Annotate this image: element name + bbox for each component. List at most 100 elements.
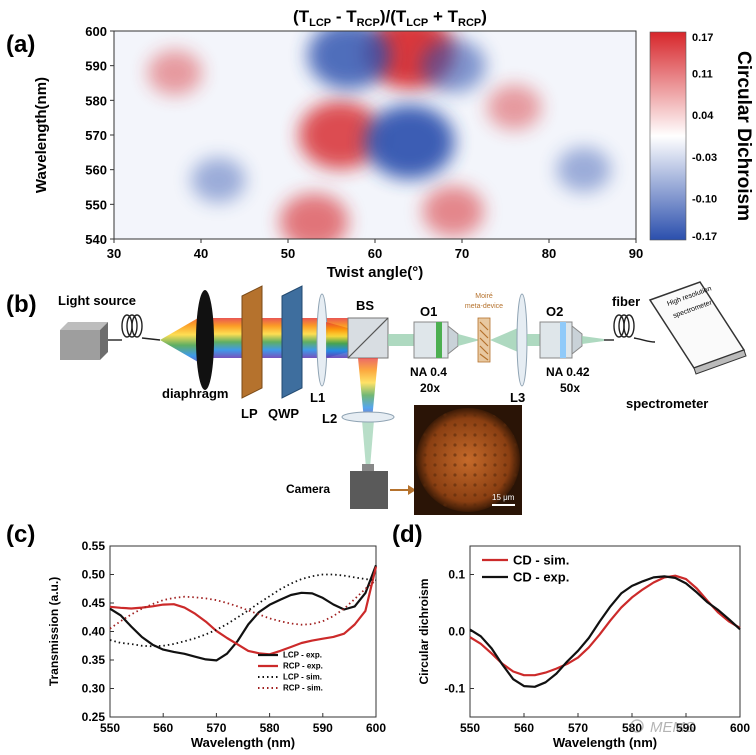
watermark: MEMS [630,719,695,736]
ytick-label: 0.1 [448,568,465,582]
xtick-label: 560 [514,721,534,735]
lens-l2-icon [341,411,395,423]
transmission-chart: 550 560 570 580 590 600 0.25 0.30 0.35 0.40 0.45 0.… [47,539,386,750]
heatmap-ytick-label: 550 [85,197,107,212]
heatmap-xlabel: Twist angle(°) [327,264,424,281]
xtick-label: 560 [153,721,173,735]
fiber-coil-left-icon [108,314,161,341]
heatmap-blob-8 [420,38,486,93]
heatmap-xtick-label: 70 [455,246,469,261]
colorbar-tick-label: 0.11 [692,69,713,81]
heatmap-xtick-label: 30 [107,246,121,261]
ytick-label: 0.0 [448,625,465,639]
fiber-label: fiber [612,294,640,309]
sample-label-b: meta-device [465,303,503,310]
xtick-label: 550 [100,721,120,735]
colorbar-gradient [649,31,687,241]
fiber-coil-right-icon [604,314,656,343]
l3-label: L3 [510,390,525,405]
sample-label-a: Moiré [475,293,493,300]
heatmap-ytick-label: 590 [85,59,107,74]
heatmap-blob-7 [307,31,391,90]
qwp-label: QWP [268,406,299,421]
heatmap-blob-2 [279,193,349,239]
ytick-label: 0.25 [82,710,106,724]
camera-image: 15 μm [414,405,522,515]
heatmap-blob-3 [422,185,485,237]
ylabel: Transmission (a.u.) [47,577,61,686]
panel-c-letter: (c) [6,521,35,548]
panel-b-letter: (b) [6,291,37,318]
lens-l3-icon [516,293,528,387]
ytick-label: 0.50 [82,568,106,582]
ytick-label: 0.35 [82,653,106,667]
xlabel: Wavelength (nm) [553,735,657,750]
xlabel: Wavelength (nm) [191,735,295,750]
heatmap-ytick-label: 540 [85,232,107,247]
heatmap-ytick-label: 600 [85,24,107,39]
colorbar-tick-label: 0.17 [692,32,713,44]
diaphragm-label: diaphragm [162,386,228,401]
ytick-label: 0.40 [82,625,106,639]
legend-label-0: LCP - exp. [283,651,322,660]
camera-label: Camera [286,482,330,496]
ytick-label: 0.30 [82,682,106,696]
spectrometer-icon: High resolution spectrometer [648,281,747,375]
l2-label: L2 [322,411,337,426]
heatmap-blob-6 [365,104,455,179]
xtick-label: 550 [460,721,480,735]
quarter-wave-plate-icon [281,285,303,399]
camera-icon [350,464,388,509]
heatmap-blob-4 [487,84,542,130]
legend-label-1: CD - exp. [513,569,569,584]
colorbar-tick-label: -0.10 [692,193,717,205]
heatmap-blob-10 [556,147,611,193]
heatmap-xtick-label: 60 [368,246,382,261]
o1-mag-label: 20x [420,381,440,395]
objective-o1-icon [413,321,459,359]
o1-label: O1 [420,304,437,319]
panel-a-letter: (a) [6,31,35,58]
series-line-0 [469,574,741,677]
series-line-2 [109,573,377,648]
heatmap-xtick-label: 80 [542,246,556,261]
heatmap: 30 40 50 60 70 80 90 540 550 560 570 580 590 600 Twist… [33,24,643,281]
xtick-label: 590 [676,721,696,735]
spectrometer-label: spectrometer [626,396,708,411]
ylabel: Circular dichroism [417,578,431,684]
optical-setup: Light source diaphragm LP QWP L1 [58,281,747,515]
xtick-label: 600 [366,721,386,735]
heatmap-xtick-label: 40 [194,246,208,261]
camera-beam [358,358,378,420]
o2-label: O2 [546,304,563,319]
o2-mag-label: 50x [560,381,580,395]
o2-na-label: NA 0.42 [546,365,590,379]
beam-splitter-icon [347,317,389,359]
colorbar: 0.17 0.11 0.04 -0.03 -0.10 -0.17 Circular Dic… [649,31,754,243]
lp-label: LP [241,406,258,421]
expanding-beam [160,314,205,366]
heatmap-ylabel: Wavelength(nm) [33,77,50,193]
xtick-label: 570 [568,721,588,735]
scalebar-label: 15 μm [492,493,515,502]
legend-label-1: RCP - exp. [283,662,323,671]
colorbar-title: Circular Dichroism [733,51,754,221]
ytick-label: 0.55 [82,539,106,553]
o1-na-label: NA 0.4 [410,365,447,379]
legend-label-2: LCP - sim. [283,673,322,682]
heatmap-ytick-label: 570 [85,128,107,143]
xtick-label: 600 [730,721,750,735]
heatmap-xtick-label: 50 [281,246,295,261]
colorbar-tick-label: 0.04 [692,110,714,122]
moire-sample-icon [477,317,491,363]
heatmap-blob-9 [191,157,246,203]
heatmap-xtick-label: 90 [629,246,643,261]
legend-label-0: CD - sim. [513,552,569,567]
heatmap-ytick-label: 560 [85,163,107,178]
xtick-label: 570 [206,721,226,735]
series-line-1 [109,566,378,656]
ytick-label: -0.1 [444,682,465,696]
light-source [60,322,108,360]
